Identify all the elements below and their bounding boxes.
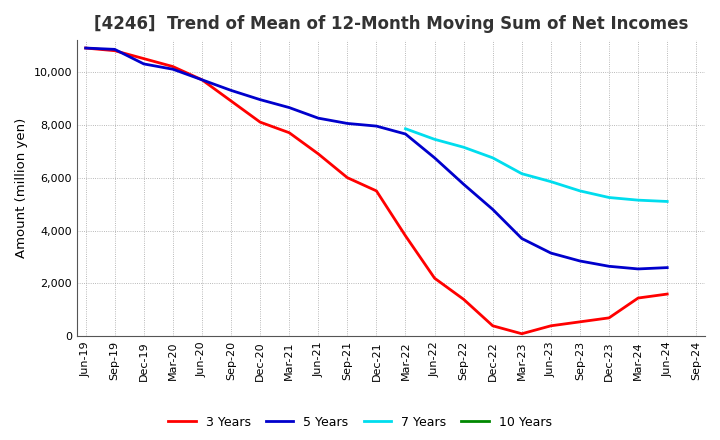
5 Years bbox=[314, 116, 323, 121]
3 Years bbox=[343, 175, 351, 180]
3 Years bbox=[576, 319, 585, 324]
5 Years bbox=[459, 182, 468, 187]
Line: 5 Years: 5 Years bbox=[86, 48, 667, 269]
5 Years bbox=[227, 88, 235, 93]
5 Years bbox=[488, 207, 497, 212]
3 Years bbox=[227, 98, 235, 103]
7 Years bbox=[546, 179, 555, 184]
5 Years bbox=[285, 105, 294, 110]
5 Years bbox=[431, 155, 439, 161]
7 Years bbox=[459, 145, 468, 150]
5 Years bbox=[605, 264, 613, 269]
5 Years bbox=[663, 265, 672, 270]
3 Years bbox=[256, 120, 264, 125]
3 Years bbox=[197, 77, 206, 82]
3 Years bbox=[401, 233, 410, 238]
7 Years bbox=[488, 155, 497, 161]
7 Years bbox=[576, 188, 585, 194]
3 Years bbox=[285, 130, 294, 136]
5 Years bbox=[343, 121, 351, 126]
3 Years bbox=[459, 297, 468, 302]
5 Years bbox=[518, 236, 526, 241]
3 Years bbox=[431, 275, 439, 281]
3 Years bbox=[140, 56, 148, 61]
3 Years bbox=[81, 45, 90, 51]
Line: 3 Years: 3 Years bbox=[86, 48, 667, 334]
3 Years bbox=[634, 295, 642, 301]
5 Years bbox=[197, 77, 206, 82]
5 Years bbox=[401, 132, 410, 137]
Title: [4246]  Trend of Mean of 12-Month Moving Sum of Net Incomes: [4246] Trend of Mean of 12-Month Moving … bbox=[94, 15, 688, 33]
3 Years bbox=[314, 151, 323, 157]
Legend: 3 Years, 5 Years, 7 Years, 10 Years: 3 Years, 5 Years, 7 Years, 10 Years bbox=[163, 411, 557, 434]
7 Years bbox=[431, 137, 439, 142]
5 Years bbox=[634, 266, 642, 271]
7 Years bbox=[663, 199, 672, 204]
5 Years bbox=[576, 258, 585, 264]
Line: 7 Years: 7 Years bbox=[405, 129, 667, 202]
3 Years bbox=[605, 315, 613, 320]
5 Years bbox=[110, 47, 119, 52]
5 Years bbox=[372, 124, 381, 129]
3 Years bbox=[546, 323, 555, 328]
3 Years bbox=[663, 291, 672, 297]
7 Years bbox=[605, 195, 613, 200]
3 Years bbox=[488, 323, 497, 328]
7 Years bbox=[518, 171, 526, 176]
3 Years bbox=[518, 331, 526, 337]
7 Years bbox=[401, 126, 410, 132]
5 Years bbox=[168, 66, 177, 72]
5 Years bbox=[256, 97, 264, 102]
7 Years bbox=[634, 198, 642, 203]
3 Years bbox=[372, 188, 381, 194]
3 Years bbox=[168, 64, 177, 69]
5 Years bbox=[140, 61, 148, 66]
Y-axis label: Amount (million yen): Amount (million yen) bbox=[15, 118, 28, 258]
5 Years bbox=[546, 250, 555, 256]
5 Years bbox=[81, 45, 90, 51]
3 Years bbox=[110, 48, 119, 53]
